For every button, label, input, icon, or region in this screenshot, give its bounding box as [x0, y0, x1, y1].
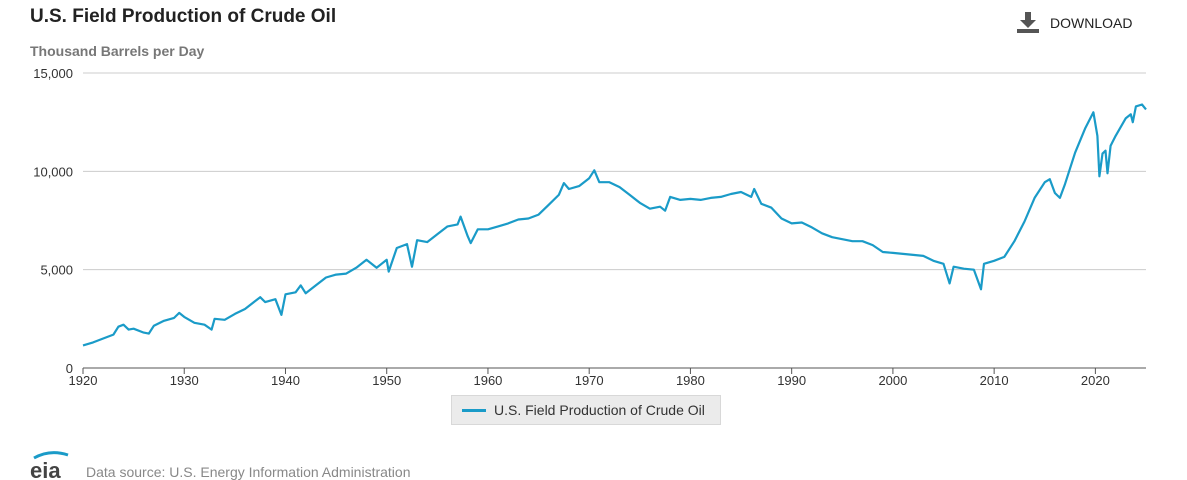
legend-swatch: [462, 408, 486, 412]
x-tick-label: 1970: [575, 373, 604, 388]
logo-text: eia: [30, 458, 61, 480]
x-tick-label: 1940: [271, 373, 300, 388]
x-tick-label: 1960: [473, 373, 502, 388]
y-tick-label: 5,000: [40, 263, 73, 278]
x-tick-label: 2010: [980, 373, 1009, 388]
x-tick-label: 1990: [777, 373, 806, 388]
line-chart: 0 5,000 10,000 15,000 1920 1930 1940 1950 1960 19…: [33, 66, 1147, 388]
download-button[interactable]: DOWNLOAD: [1016, 10, 1132, 36]
y-axis-unit-label: Thousand Barrels per Day: [30, 43, 205, 59]
y-tick-label: 0: [66, 361, 73, 376]
y-tick-label: 15,000: [33, 66, 73, 81]
legend-label: U.S. Field Production of Crude Oil: [494, 402, 705, 418]
x-tick-label: 1920: [69, 373, 98, 388]
x-tick-label: 1950: [372, 373, 401, 388]
download-icon: [1017, 12, 1039, 33]
chart-title: U.S. Field Production of Crude Oil: [30, 6, 337, 27]
x-tick-label: 1980: [676, 373, 705, 388]
legend-item[interactable]: U.S. Field Production of Crude Oil: [451, 395, 721, 425]
series-line: [82, 103, 1147, 347]
download-label: DOWNLOAD: [1050, 15, 1133, 31]
x-tick-label: 1930: [170, 373, 199, 388]
eia-logo: eia: [30, 451, 69, 480]
data-source-text: Data source: U.S. Energy Information Adm…: [86, 464, 411, 480]
x-tick-label: 2000: [878, 373, 907, 388]
y-tick-label: 10,000: [33, 164, 73, 179]
x-tick-label: 2020: [1081, 373, 1110, 388]
